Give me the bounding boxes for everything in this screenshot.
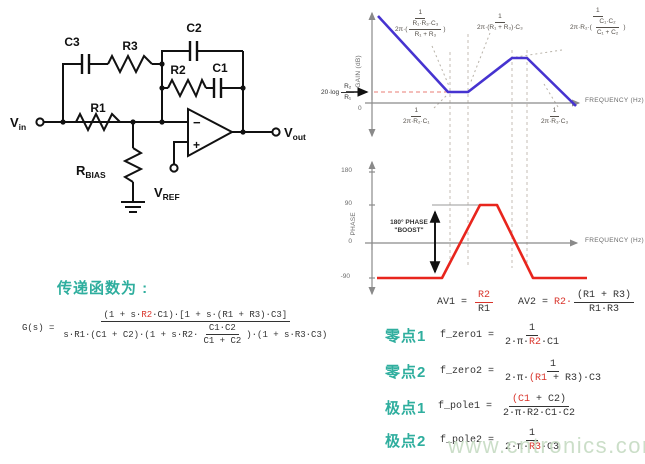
label-r1: R1 — [90, 101, 106, 115]
pole2-label: 极点2 — [385, 433, 427, 450]
phase-axes — [365, 160, 579, 296]
pole1-formula: f_pole1 = (C1 + C2) 2·π·R2·C1·C2 — [438, 394, 576, 419]
zero2-label: 零点2 — [385, 364, 427, 381]
av2-formula: AV2 = R2· (R1 + R3) R1·R3 — [518, 290, 636, 315]
gain-callout-zero1: 1 2π·R₂·C₁ — [403, 107, 430, 126]
type3-compensator-schematic: − + C3 R3 C2 R2 C1 R1 Vin Vout VREF — [10, 21, 306, 213]
gain-curve — [377, 15, 577, 107]
label-vref: VREF — [154, 185, 180, 202]
phase-tick-90: 90 — [344, 200, 352, 207]
label-vout: Vout — [284, 125, 306, 142]
resistor-r3 — [107, 53, 153, 75]
phase-boost-annotation: 180° PHASE "BOOST" — [390, 219, 428, 235]
transfer-fraction: (1 + s· R2 ·C1)·[1 + s·(R1 + R3)·C3] s·R1·… — [63, 310, 328, 346]
label-c1: C1 — [212, 61, 228, 75]
transfer-function-equation: G(s) = (1 + s· R2 ·C1)·[1 + s·(R1 + R3)·C3… — [22, 310, 332, 346]
phase-y-axis-label: PHASE — [350, 212, 357, 236]
opamp-triangle — [187, 107, 235, 158]
pole2-formula: f_pole2 = 1 2·π· R3 ·C3 — [440, 428, 560, 453]
ground-symbol — [121, 201, 145, 213]
phase-curve — [377, 203, 587, 280]
junction-dots — [60, 61, 246, 135]
label-rbias: RBIAS — [76, 163, 106, 180]
capacitor-c1 — [212, 78, 223, 98]
capacitors — [80, 41, 223, 98]
gain-callout-zero2: 1 2π·(R₁ + R₃)·C₃ — [477, 13, 523, 32]
callout-leaders — [431, 32, 563, 109]
pole1-label: 极点1 — [385, 400, 427, 417]
vout-terminal — [271, 127, 281, 137]
phase-tick-neg90: -90 — [340, 273, 350, 280]
bode-plots — [346, 11, 587, 296]
phase-x-axis-label: FREQUENCY (Hz) — [585, 237, 644, 244]
corner-frequency-gridlines — [449, 34, 528, 268]
label-r2: R2 — [170, 63, 186, 77]
label-c3: C3 — [64, 35, 80, 49]
label-c2: C2 — [186, 21, 202, 35]
gain-x-axis-label: FREQUENCY (Hz) — [585, 97, 644, 104]
transfer-function-title: 传递函数为 : — [57, 280, 149, 297]
terminals — [35, 117, 281, 173]
phase-tick-180: 180 — [341, 167, 352, 174]
capacitor-c2 — [188, 41, 199, 61]
vin-terminal — [35, 117, 45, 127]
vref-terminal — [169, 163, 179, 173]
gain-callout-pole2: 1 2π·R₃·C₃ — [541, 107, 569, 126]
zero2-formula: f_zero2 = 1 2·π· (R1 + R3)·C3 — [440, 359, 602, 384]
gain-callout-pole1: 1 2π·R₂·( C₁·C₂ C₁ + C₂ ) — [570, 7, 626, 37]
circuit-wires — [44, 50, 272, 202]
gain-zero-tick: 0 — [358, 105, 362, 112]
opamp-plus-input: + — [193, 138, 200, 152]
label-vin: Vin — [10, 115, 26, 132]
resistor-rbias — [122, 147, 144, 183]
gain-callout-input-pole: 1 2π·( R₁·R₃·C₃ R₁ + R₃ ) — [395, 9, 446, 39]
zero1-label: 零点1 — [385, 328, 427, 345]
av1-formula: AV1 = R2 R1 — [437, 290, 495, 315]
midband-gain-label: 20·log R₂ R₁ — [321, 83, 356, 102]
opamp-minus-input: − — [193, 115, 201, 130]
gain-axes — [365, 11, 581, 138]
phase-tick-0: 0 — [348, 238, 352, 245]
resistor-r2 — [167, 77, 207, 99]
resistor-r1 — [75, 111, 121, 133]
label-r3: R3 — [122, 39, 138, 53]
site-watermark: www.cntronics.com — [448, 433, 645, 458]
resistors — [75, 53, 207, 183]
zero1-formula: f_zero1 = 1 2·π· R2 ·C1 — [440, 323, 560, 348]
capacitor-c3 — [80, 54, 91, 74]
